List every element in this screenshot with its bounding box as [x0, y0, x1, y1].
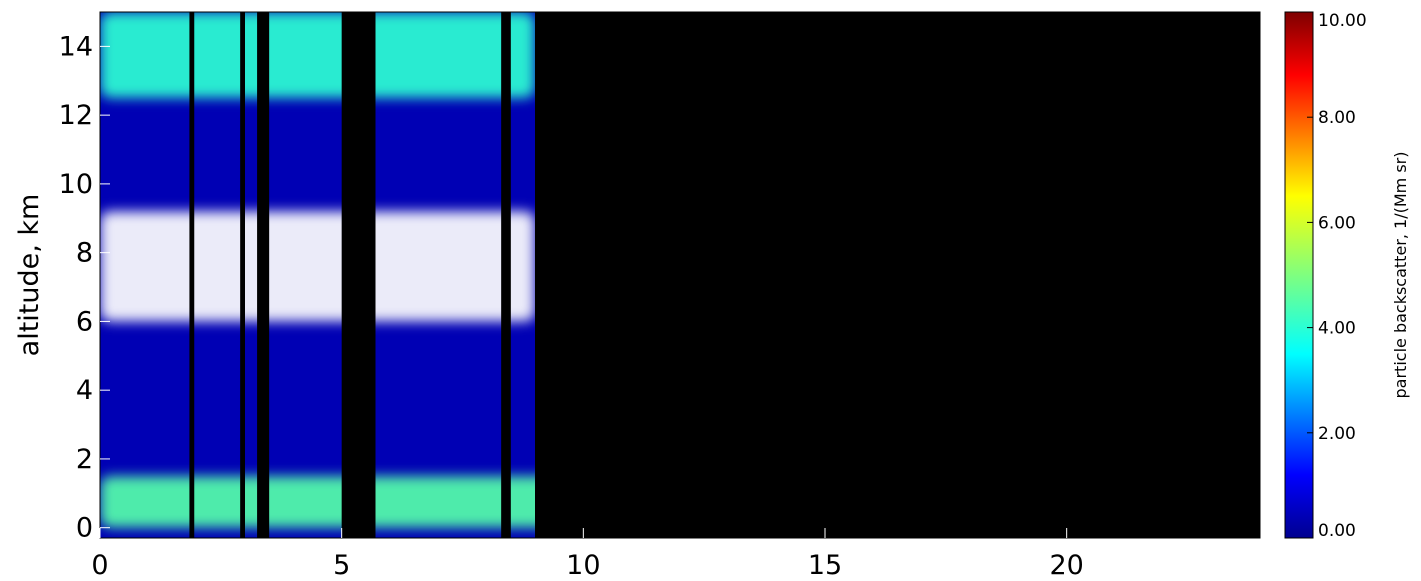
colorbar-tick-label: 0.00 [1318, 521, 1356, 541]
y-axis-label: altitude, km [14, 194, 45, 357]
heatmap-feature [100, 211, 535, 322]
y-tick-label: 10 [59, 169, 93, 200]
colorbar-tick-label: 10.00 [1318, 11, 1367, 31]
x-tick-label: 0 [91, 550, 108, 581]
colorbar-axis: 0.00 2.00 4.00 6.00 8.00 10.00 [1307, 11, 1367, 541]
x-tick-label: 20 [1049, 550, 1083, 581]
colorbar-tick-label: 8.00 [1318, 108, 1356, 128]
missing-data-column [257, 12, 270, 538]
y-tick-label: 6 [76, 306, 93, 337]
x-tick-label: 15 [808, 550, 842, 581]
y-tick-label: 4 [76, 375, 93, 406]
plot-frame [99, 11, 1261, 539]
x-axis: 0 5 10 15 20 [91, 528, 1084, 581]
colorbar-label: particle backscatter, 1/(Mm sr) [1391, 152, 1410, 399]
colorbar-tick-label: 6.00 [1318, 213, 1356, 233]
x-tick-label: 10 [566, 550, 600, 581]
colorbar [1284, 11, 1314, 539]
missing-data-column [341, 12, 376, 538]
missing-data-column [189, 12, 195, 538]
y-tick-label: 0 [76, 513, 93, 544]
x-tick-label: 5 [333, 550, 350, 581]
heatmap-feature [100, 12, 535, 98]
y-tick-label: 14 [59, 31, 93, 62]
missing-data-column [240, 12, 245, 538]
y-tick-label: 2 [76, 444, 93, 475]
missing-data-column [535, 12, 1260, 538]
colorbar-tick-label: 4.00 [1318, 319, 1356, 339]
y-tick-label: 12 [59, 100, 93, 131]
y-axis: 0 2 4 6 8 10 12 14 [59, 31, 110, 544]
plot-area [100, 12, 1260, 538]
colorbar-tick-label: 2.00 [1318, 424, 1356, 444]
missing-data-column [501, 12, 511, 538]
y-tick-label: 8 [76, 238, 93, 269]
